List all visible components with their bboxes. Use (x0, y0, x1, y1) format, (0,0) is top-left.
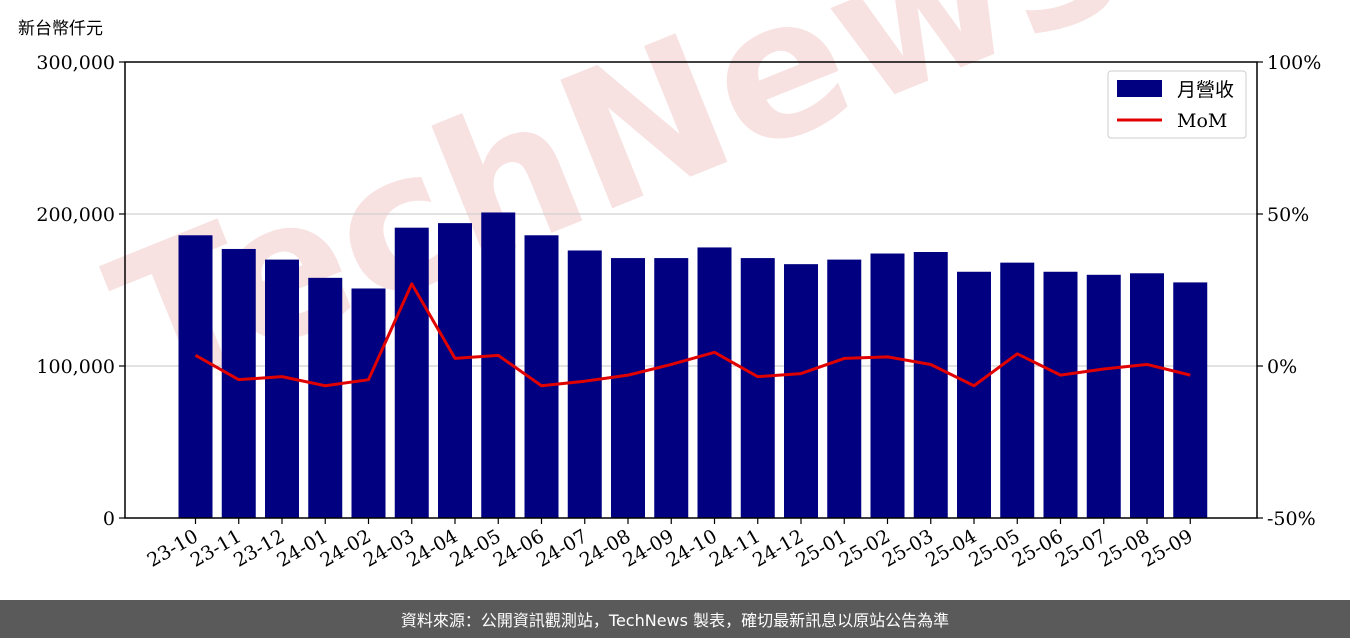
bar (957, 271, 991, 518)
legend-label: 月營收 (1177, 79, 1234, 101)
bar (913, 252, 948, 518)
y-right-tick-label: 50% (1267, 204, 1309, 226)
y-right-tick-label: 100% (1267, 52, 1321, 74)
x-tick-label: 25-09 (1138, 525, 1196, 571)
mom-line (194, 282, 1191, 388)
legend-label: MoM (1177, 110, 1227, 132)
plot-frame (124, 61, 1258, 519)
bar (351, 288, 386, 518)
bar (481, 212, 516, 519)
bar (567, 250, 602, 519)
y-axis-unit-label: 新台幣仟元 (18, 19, 103, 39)
y-left-tick-label: 200,000 (36, 204, 115, 226)
y-left-tick-label: 0 (103, 508, 115, 530)
legend: 月營收 MoM (1107, 70, 1247, 139)
bar (1173, 282, 1208, 518)
legend-bar-swatch (1117, 80, 1162, 97)
bar (1000, 262, 1035, 518)
bar (654, 258, 689, 518)
bar (611, 258, 645, 518)
bar (1130, 273, 1164, 518)
bar (265, 259, 299, 518)
y-right-tick-label: 0% (1267, 356, 1297, 378)
y-left-tick-label: 100,000 (36, 356, 115, 378)
bar (740, 258, 775, 518)
revenue-chart: TechNews0100,000200,000300,000-50%0%50%1… (36, 0, 1321, 572)
y-right-tick-label: -50% (1267, 508, 1316, 530)
footer-text: 資料來源：公開資訊觀測站，TechNews 製表，確切最新訊息以原站公告為準 (400, 611, 950, 630)
bar (178, 235, 213, 518)
bar (1086, 274, 1121, 518)
bar (870, 253, 905, 518)
bar (394, 227, 429, 518)
bar (308, 277, 343, 518)
source-footer: 資料來源：公開資訊觀測站，TechNews 製表，確切最新訊息以原站公告為準 (0, 600, 1350, 638)
bar (784, 264, 818, 518)
bar (438, 223, 472, 518)
bar (827, 259, 862, 518)
bar (697, 247, 732, 518)
y-left-tick-label: 300,000 (36, 52, 115, 74)
bar (1043, 271, 1078, 518)
bar (221, 248, 256, 518)
